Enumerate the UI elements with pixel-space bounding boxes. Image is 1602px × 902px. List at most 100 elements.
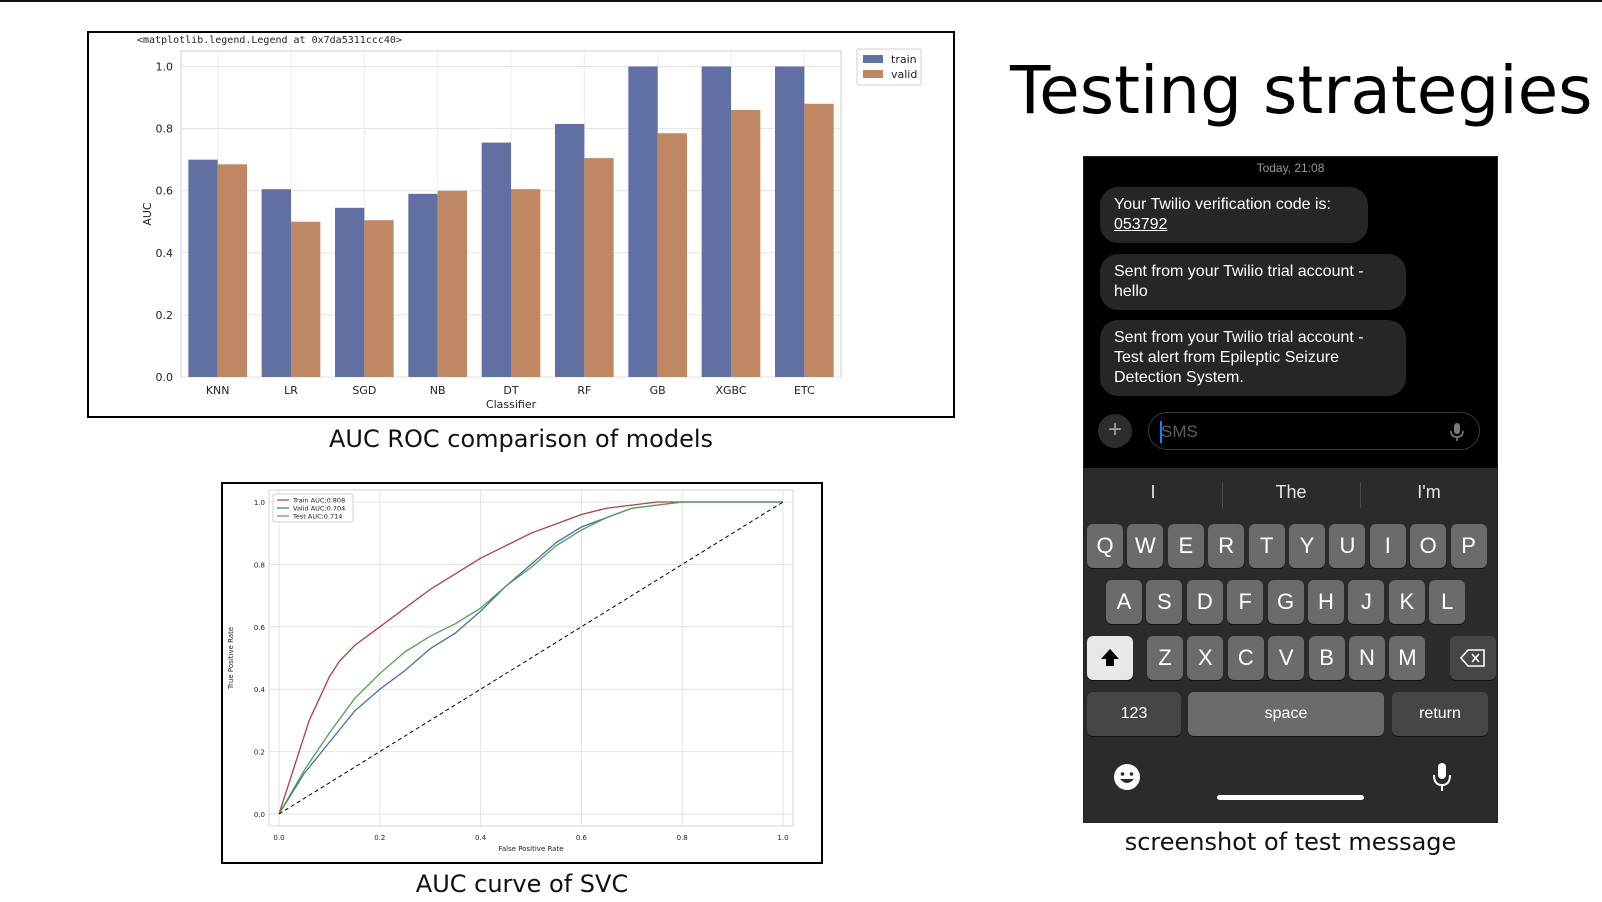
message-bubble: Your Twilio verification code is: 053792 [1100, 187, 1368, 243]
shift-key[interactable] [1087, 636, 1133, 680]
suggestion-divider [1222, 482, 1223, 508]
key-x[interactable]: X [1187, 636, 1224, 680]
y-tick-label: 0.6 [254, 624, 266, 632]
key-a[interactable]: A [1106, 580, 1142, 624]
backspace-icon [1459, 649, 1485, 667]
key-c[interactable]: C [1227, 636, 1264, 680]
bar-valid [364, 220, 394, 377]
return-key[interactable]: return [1392, 692, 1488, 736]
x-tick-label: 0.6 [576, 834, 588, 842]
bar-train [628, 66, 658, 378]
message-text: Your Twilio verification code is: [1114, 196, 1331, 213]
key-n[interactable]: N [1349, 636, 1385, 680]
key-s[interactable]: S [1146, 580, 1183, 624]
key-d[interactable]: D [1186, 580, 1223, 624]
suggestion-divider [1360, 482, 1361, 508]
key-t[interactable]: T [1248, 524, 1285, 568]
x-tick-label: SGD [352, 384, 376, 397]
verification-code-link[interactable]: 053792 [1114, 216, 1168, 233]
x-tick-label: 0.4 [475, 834, 487, 842]
bar-valid [804, 103, 834, 378]
y-axis-label: AUC [141, 202, 154, 226]
suggestion-item[interactable]: I [1150, 482, 1156, 502]
x-tick-label: LR [284, 384, 298, 397]
roc-chart-caption: AUC curve of SVC [415, 870, 629, 898]
bar-valid [291, 221, 321, 377]
x-tick-label: 0.2 [374, 834, 385, 842]
dictation-mic-icon[interactable] [1447, 421, 1467, 443]
legend-box [272, 493, 354, 523]
legend-label: train [891, 53, 917, 66]
x-tick-label: XGBC [715, 384, 746, 397]
y-tick-label: 0.8 [156, 123, 174, 136]
numbers-key[interactable]: 123 [1087, 692, 1181, 736]
bar-chart-frame: <matplotlib.legend.Legend at 0x7da5311cc… [87, 31, 955, 418]
key-l[interactable]: L [1429, 580, 1466, 624]
space-key[interactable]: space [1188, 692, 1384, 736]
key-i[interactable]: I [1369, 524, 1406, 568]
bar-valid [584, 158, 614, 377]
bar-train [481, 142, 511, 377]
sms-input-field[interactable]: SMS [1148, 412, 1480, 450]
y-axis-label: True Positive Rate [227, 627, 235, 690]
legend-label: Valid AUC:0.704 [293, 505, 345, 513]
keyboard-mic-icon[interactable] [1430, 761, 1454, 793]
x-tick-label: DT [503, 384, 518, 397]
text-cursor [1160, 421, 1162, 443]
key-q[interactable]: Q [1087, 524, 1123, 568]
plus-icon: + [1107, 416, 1122, 443]
key-b[interactable]: B [1308, 636, 1345, 680]
legend-label: Train AUC:0.808 [292, 497, 345, 505]
key-g[interactable]: G [1267, 580, 1304, 624]
y-tick-label: 0.6 [156, 185, 174, 198]
key-p[interactable]: P [1450, 524, 1487, 568]
message-bubble: Sent from your Twilio trial account - he… [1100, 254, 1406, 310]
x-tick-label: 0.0 [273, 834, 284, 842]
y-tick-label: 0.0 [156, 371, 174, 384]
x-tick-label: RF [577, 384, 591, 397]
y-tick-label: 0.2 [156, 309, 174, 322]
y-tick-label: 0.0 [254, 811, 265, 819]
key-f[interactable]: F [1227, 580, 1264, 624]
key-j[interactable]: J [1348, 580, 1385, 624]
key-y[interactable]: Y [1289, 524, 1325, 568]
slide-title: Testing strategies [1010, 52, 1593, 129]
key-w[interactable]: W [1127, 524, 1164, 568]
roc-curve-chart: 0.0 0.2 0.4 0.6 0.8 1.0 0.0 0.2 0.4 0.6 0.8 1.0 Fals… [227, 489, 794, 853]
x-axis-label: Classifier [486, 398, 537, 411]
backspace-key[interactable] [1450, 636, 1496, 680]
x-tick-label: NB [430, 384, 446, 397]
roc-curve [278, 501, 783, 815]
emoji-icon[interactable] [1112, 762, 1142, 792]
bar-train [408, 193, 438, 377]
message-timestamp: Today, 21:08 [1256, 161, 1325, 175]
key-k[interactable]: K [1388, 580, 1425, 624]
key-o[interactable]: O [1410, 524, 1447, 568]
bar-valid [511, 189, 541, 377]
phone-caption: screenshot of test message [1124, 828, 1457, 856]
top-border [0, 0, 1602, 2]
x-axis-label: False Positive Rate [498, 845, 563, 853]
key-m[interactable]: M [1389, 636, 1426, 680]
x-tick-label: 0.8 [677, 834, 688, 842]
x-tick-label: ETC [794, 384, 815, 397]
key-u[interactable]: U [1329, 524, 1366, 568]
message-bubble: Sent from your Twilio trial account - Te… [1100, 320, 1406, 396]
bar-train [775, 66, 805, 378]
x-tick-label: 1.0 [777, 834, 788, 842]
add-attachment-button[interactable]: + [1098, 414, 1132, 448]
key-h[interactable]: H [1308, 580, 1344, 624]
roc-curve [278, 501, 783, 815]
suggestion-item[interactable]: The [1275, 482, 1307, 502]
legend-swatch [863, 55, 883, 63]
legend-label: valid [891, 68, 917, 81]
key-z[interactable]: Z [1147, 636, 1183, 680]
key-v[interactable]: V [1268, 636, 1305, 680]
y-tick-label: 1.0 [254, 499, 265, 507]
key-e[interactable]: E [1167, 524, 1204, 568]
suggestion-item[interactable]: I'm [1417, 482, 1441, 502]
key-r[interactable]: R [1208, 524, 1245, 568]
x-tick-label: KNN [206, 384, 230, 397]
chart-output-text: <matplotlib.legend.Legend at 0x7da5311cc… [137, 35, 402, 46]
